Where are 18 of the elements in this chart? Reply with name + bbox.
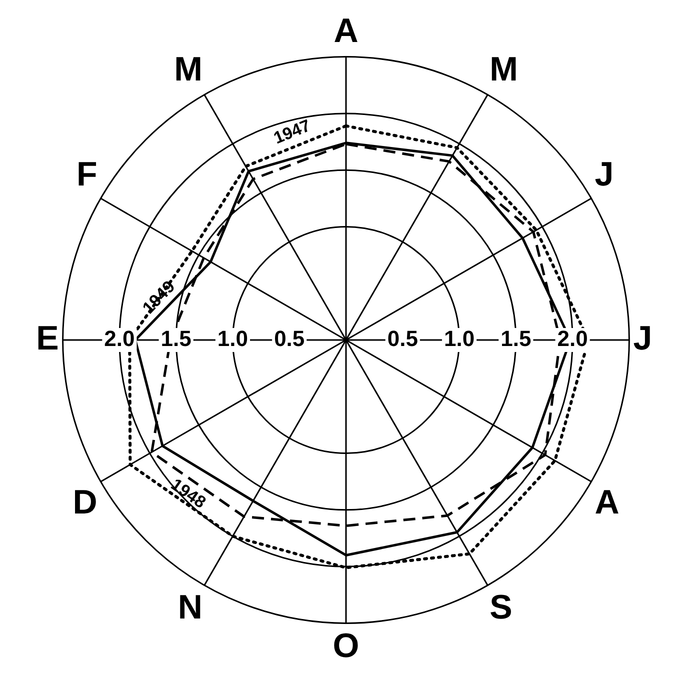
text: 1947 xyxy=(270,116,314,148)
spoke-label: D xyxy=(72,483,98,522)
spoke-label: E xyxy=(36,319,59,358)
text: 2.0 xyxy=(104,326,135,352)
text: 1.5 xyxy=(500,326,532,352)
spoke-label: A xyxy=(334,12,358,50)
spoke-label: F xyxy=(76,155,98,194)
spoke-label: M xyxy=(490,50,518,88)
spoke-label: A xyxy=(594,483,620,522)
text: 1.0 xyxy=(217,326,248,352)
spoke-label: O xyxy=(332,626,360,665)
spoke-label: M xyxy=(174,50,202,88)
text: 1948 xyxy=(167,474,210,512)
spoke-label: S xyxy=(490,588,512,626)
text: 0.5 xyxy=(387,326,418,352)
spoke-label: J xyxy=(633,319,652,358)
spoke-label: J xyxy=(594,155,614,194)
spoke-label: N xyxy=(178,588,202,626)
